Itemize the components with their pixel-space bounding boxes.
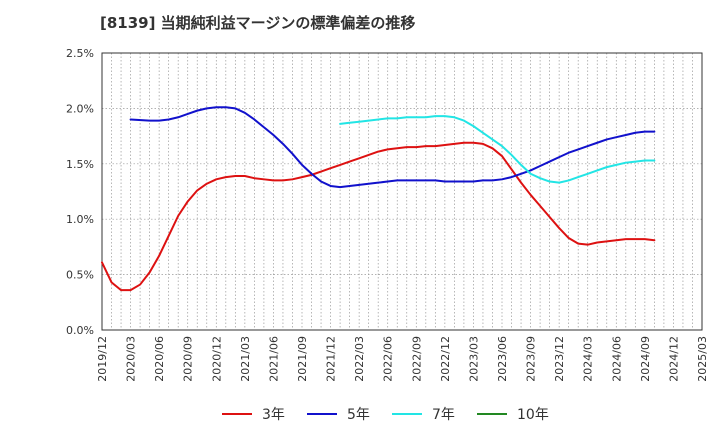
x-tick-label: 2022/12 (439, 336, 452, 382)
x-tick-label: 2023/09 (525, 336, 538, 382)
legend-item: 3年 (222, 407, 285, 423)
legend-item: 5年 (307, 407, 370, 423)
y-tick-label: 1.0% (66, 213, 94, 226)
legend-label: 7年 (432, 407, 455, 423)
chart-title: [8139] 当期純利益マージンの標準偏差の推移 (100, 14, 416, 32)
legend: 3年 5年 7年 10年 (222, 407, 549, 423)
x-tick-label: 2021/06 (267, 336, 280, 382)
series-lines (101, 106, 656, 292)
x-tick-label: 2020/09 (182, 336, 195, 382)
x-tick-label: 2021/09 (296, 336, 309, 382)
x-tick-label: 2022/06 (382, 336, 395, 382)
legend-label: 3年 (262, 407, 285, 423)
x-tick-label: 2023/06 (496, 336, 509, 382)
x-tick-label: 2020/06 (153, 336, 166, 382)
y-tick-label: 1.5% (66, 158, 94, 171)
x-tick-label: 2024/06 (610, 336, 623, 382)
legend-item: 7年 (392, 407, 455, 423)
x-tick-label: 2020/03 (125, 336, 138, 382)
x-tick-label: 2025/03 (696, 336, 709, 382)
legend-label: 5年 (347, 407, 370, 423)
legend-item: 10年 (477, 407, 549, 423)
y-tick-label: 2.0% (66, 102, 94, 115)
x-tick-label: 2020/12 (210, 336, 223, 382)
grid (102, 52, 702, 330)
y-tick-label: 0.0% (66, 324, 94, 337)
x-tick-label: 2024/03 (582, 336, 595, 382)
x-tick-label: 2024/12 (667, 336, 680, 382)
x-tick-label: 2023/12 (553, 336, 566, 382)
axes: 0.0% 0.5% 1.0% 1.5% 2.0% 2.5% 2019/12 2020/03 20… (66, 47, 709, 382)
x-tick-label: 2022/09 (410, 336, 423, 382)
series-line (129, 106, 656, 189)
x-tick-label: 2023/03 (467, 336, 480, 382)
series-line (101, 141, 656, 292)
series-line (339, 115, 656, 184)
x-tick-label: 2022/03 (353, 336, 366, 382)
x-tick-label: 2021/03 (239, 336, 252, 382)
x-tick-label: 2021/12 (325, 336, 338, 382)
plot-frame (101, 52, 703, 331)
x-tick-label: 2019/12 (96, 336, 109, 382)
y-tick-label: 2.5% (66, 47, 94, 60)
legend-label: 10年 (517, 407, 549, 423)
y-tick-label: 0.5% (66, 269, 94, 282)
x-tick-label: 2024/09 (639, 336, 652, 382)
